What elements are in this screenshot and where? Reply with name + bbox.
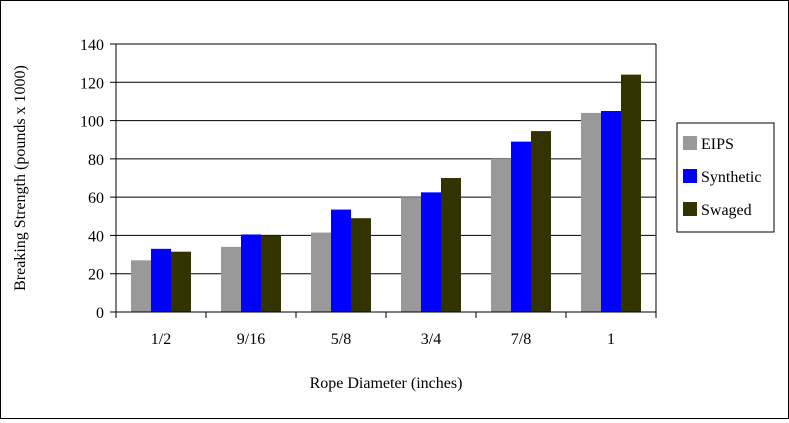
x-tick-labels: 1/2 9/16 5/8 3/4 7/8 1 (151, 331, 615, 348)
x-tick-label: 1/2 (151, 331, 171, 348)
legend-label-eips: EIPS (701, 136, 734, 153)
bar-synthetic-0 (151, 248, 171, 312)
legend-label-synthetic: Synthetic (701, 169, 761, 186)
axes (110, 43, 657, 318)
bar-synthetic-3 (421, 192, 441, 312)
x-tick-label: 9/16 (237, 331, 265, 348)
bar-eips-5 (581, 112, 601, 313)
bars (131, 74, 641, 313)
bar-swaged-4 (531, 131, 551, 312)
bar-eips-0 (131, 260, 151, 312)
bar-swaged-2 (351, 218, 371, 312)
y-tick-label: 120 (80, 75, 104, 92)
legend-label-swaged: Swaged (701, 202, 752, 219)
bar-synthetic-2 (331, 209, 351, 312)
y-tick-label: 40 (88, 228, 104, 245)
y-tick-label: 60 (88, 190, 104, 207)
bar-eips-1 (221, 246, 241, 312)
bar-swaged-5 (621, 74, 641, 312)
y-tick-label: 100 (80, 114, 104, 131)
x-tick-label: 3/4 (421, 331, 441, 348)
legend-swatch-synthetic (683, 169, 697, 183)
bar-eips-4 (491, 158, 511, 312)
x-tick-label: 5/8 (331, 331, 351, 348)
y-tick-label: 20 (88, 267, 104, 284)
y-tick-label: 0 (96, 305, 104, 322)
y-axis-label: Breaking Strength (pounds x 1000) (12, 65, 29, 291)
y-tick-labels: 0 20 40 60 80 100 120 140 (80, 37, 104, 322)
legend-swatch-swaged (683, 202, 697, 216)
y-tick-label: 80 (88, 152, 104, 169)
legend-swatch-eips (683, 136, 697, 150)
legend: EIPS Synthetic Swaged (676, 122, 775, 233)
bar-swaged-0 (171, 251, 191, 312)
bar-eips-3 (401, 197, 421, 312)
bar-swaged-1 (261, 235, 281, 312)
x-tick-label: 7/8 (511, 331, 531, 348)
bar-synthetic-4 (511, 141, 531, 312)
bar-synthetic-1 (241, 234, 261, 312)
bar-eips-2 (311, 232, 331, 312)
gridlines (116, 43, 656, 275)
bar-swaged-3 (441, 178, 461, 312)
bar-synthetic-5 (601, 111, 621, 312)
x-tick-label: 1 (607, 331, 615, 348)
x-axis-label: Rope Diameter (inches) (310, 375, 463, 392)
y-tick-label: 140 (80, 37, 104, 54)
